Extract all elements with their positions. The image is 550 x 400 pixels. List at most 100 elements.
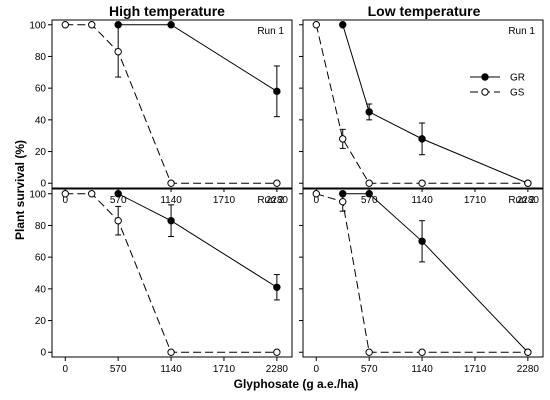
col-title-low-temperature: Low temperature	[368, 3, 481, 19]
panel-frame	[302, 19, 544, 189]
x-tick-label: 1710	[464, 364, 487, 375]
data-point-gr	[418, 237, 426, 246]
data-point-gr	[114, 190, 122, 198]
series-line-gr	[342, 24, 529, 184]
x-tick-label: 1140	[160, 364, 182, 375]
x-tick-label: 1140	[411, 364, 433, 375]
series-line-gs	[315, 24, 528, 184]
y-tick-label: 20	[35, 147, 47, 158]
x-tick-label: 0	[62, 195, 68, 206]
y-tick-label: 20	[35, 316, 47, 327]
data-point-gs	[167, 179, 175, 187]
data-point-gr	[365, 108, 373, 116]
series-gs	[312, 21, 532, 187]
data-point-gs	[312, 190, 320, 198]
series-gr	[114, 21, 281, 118]
panel-frame	[302, 188, 544, 358]
data-point-gs	[273, 179, 281, 187]
y-tick-label: 60	[35, 84, 47, 95]
series-gs	[61, 190, 281, 356]
y-axis-title: Plant survival (%)	[13, 140, 27, 240]
series-line-gs	[316, 193, 528, 353]
y-tick-label: 0	[40, 348, 46, 359]
legend: GR GS	[470, 73, 525, 99]
y-tick-label: 60	[35, 253, 47, 264]
x-axis-title: Glyphosate (g a.e./ha)	[234, 377, 359, 391]
data-point-gs	[524, 179, 532, 187]
data-point-gs	[365, 179, 373, 187]
panel-frame	[51, 188, 293, 358]
panel-frame	[51, 19, 293, 189]
x-tick-label: 0	[313, 364, 319, 375]
data-point-gs	[61, 21, 69, 29]
data-point-gr	[418, 135, 426, 143]
data-point-gs	[88, 190, 96, 198]
run-label: Run 2	[257, 195, 284, 206]
y-tick-label: 80	[35, 52, 47, 63]
data-point-gr	[167, 216, 175, 225]
run-label: Run 1	[508, 26, 535, 37]
data-point-gr	[167, 21, 175, 29]
x-tick-label: 1710	[213, 364, 236, 375]
x-tick-label: 1140	[411, 195, 433, 206]
data-point-gs	[312, 21, 320, 29]
x-tick-label: 0	[313, 195, 319, 206]
y-tick-label: 0	[40, 179, 46, 190]
x-tick-label: 570	[361, 364, 378, 375]
data-point-gs	[339, 197, 347, 206]
data-point-gs	[167, 348, 175, 356]
x-tick-label: 1140	[160, 195, 182, 206]
x-tick-label: 2280	[517, 195, 540, 206]
x-tick-label: 2280	[266, 195, 289, 206]
panel-low-temperature-run-1: 0 570 1140 1710 2280 Run 1 GR GS	[299, 19, 544, 206]
x-tick-label: 2280	[517, 364, 540, 375]
data-point-gs	[418, 348, 426, 356]
data-point-gs	[524, 348, 532, 356]
x-tick-label: 570	[361, 195, 378, 206]
y-tick-label: 40	[35, 115, 47, 126]
x-tick-label: 1710	[213, 195, 236, 206]
data-point-gs	[365, 348, 373, 356]
series-line-gr	[342, 193, 529, 353]
data-point-gs	[114, 216, 122, 225]
data-point-gr	[273, 87, 281, 96]
series-gr	[114, 190, 281, 301]
x-tick-label: 570	[110, 364, 127, 375]
legend-label-gr: GR	[510, 73, 525, 84]
series-gs	[61, 21, 281, 187]
data-point-gs	[114, 47, 122, 56]
run-label: Run 2	[508, 195, 535, 206]
series-gs	[312, 190, 532, 356]
legend-label-gs: GS	[510, 88, 525, 99]
x-tick-label: 0	[62, 364, 68, 375]
legend-marker-gr	[481, 73, 489, 81]
data-point-gr	[273, 283, 281, 291]
data-point-gr	[339, 21, 347, 29]
y-tick-label: 40	[35, 284, 47, 295]
y-tick-label: 100	[29, 20, 46, 31]
legend-marker-gs	[481, 88, 489, 96]
y-tick-label: 80	[35, 221, 47, 232]
y-tick-label: 100	[29, 189, 46, 200]
series-gr	[339, 190, 532, 356]
x-tick-label: 2280	[266, 364, 289, 375]
data-point-gs	[339, 135, 347, 143]
series-gr	[339, 21, 532, 187]
x-tick-label: 1710	[464, 195, 487, 206]
data-point-gs	[61, 190, 69, 198]
series-line-gr	[118, 24, 278, 92]
data-point-gr	[365, 190, 373, 198]
data-point-gs	[273, 348, 281, 356]
x-tick-label: 570	[110, 195, 127, 206]
run-label: Run 1	[257, 26, 284, 37]
col-title-high-temperature: High temperature	[109, 3, 225, 19]
series-line-gs	[65, 24, 277, 184]
series-line-gr	[117, 193, 278, 288]
data-point-gs	[88, 21, 96, 29]
data-point-gs	[418, 179, 426, 187]
